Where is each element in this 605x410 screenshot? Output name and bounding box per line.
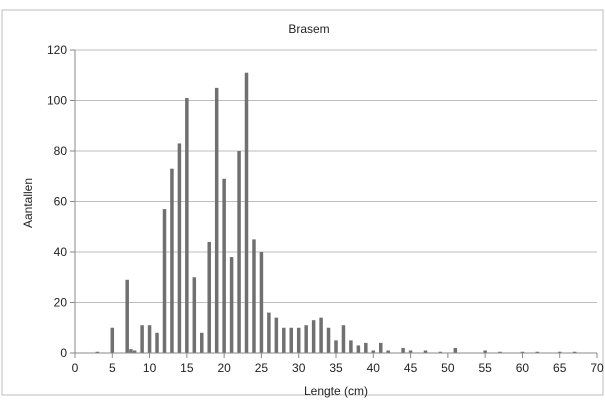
bar <box>259 252 264 353</box>
bar <box>140 325 144 353</box>
chart-border <box>1 9 604 396</box>
bar <box>214 87 219 354</box>
bar <box>155 332 159 353</box>
x-tick-label: 40 <box>367 361 381 375</box>
bar <box>132 350 137 353</box>
bar <box>296 327 301 353</box>
bar <box>378 342 383 353</box>
bar <box>408 350 413 353</box>
x-tick-label: 50 <box>441 361 455 375</box>
bar <box>311 320 316 353</box>
y-tick-label: 20 <box>54 296 68 310</box>
x-tick-label: 15 <box>180 361 194 375</box>
bar <box>192 277 197 353</box>
bar <box>274 317 279 353</box>
bar <box>267 312 271 353</box>
bar <box>386 350 390 353</box>
bar <box>423 350 428 353</box>
bar <box>147 325 152 353</box>
gridlines <box>75 49 597 303</box>
bar <box>282 327 286 353</box>
bar <box>483 350 487 353</box>
bar <box>95 351 100 353</box>
x-tick-label: 70 <box>590 361 604 375</box>
x-tick-label: 25 <box>255 361 269 375</box>
bar <box>222 178 226 353</box>
y-tick-label: 80 <box>54 144 68 158</box>
bar <box>356 345 361 353</box>
bar <box>438 351 443 353</box>
x-tick-label: 60 <box>516 361 530 375</box>
bar <box>401 347 405 353</box>
bar <box>110 327 115 353</box>
y-tick-label: 120 <box>47 43 67 57</box>
bar <box>498 351 502 353</box>
axes <box>70 49 598 358</box>
bar <box>572 351 577 353</box>
bar <box>237 151 241 353</box>
y-tick-label: 60 <box>54 195 68 209</box>
y-tick-label: 40 <box>54 245 68 259</box>
bar <box>453 347 458 353</box>
bar <box>289 327 294 353</box>
bar <box>229 257 234 353</box>
bars <box>95 72 577 354</box>
bar <box>162 209 167 353</box>
bar <box>349 340 353 354</box>
bar <box>326 327 331 353</box>
bar <box>520 351 525 353</box>
bar <box>319 317 323 353</box>
x-tick-label: 10 <box>143 361 157 375</box>
bar <box>129 349 133 353</box>
bar <box>200 332 204 353</box>
x-tick-label: 30 <box>292 361 306 375</box>
x-tick-label: 20 <box>217 361 231 375</box>
x-tick-label: 0 <box>72 361 79 375</box>
bar <box>252 239 256 354</box>
bar <box>177 143 182 353</box>
bar <box>371 350 376 353</box>
bar <box>125 279 129 353</box>
x-tick-labels: 0 5 10 15 20 25 30 35 40 45 50 55 60 65 70 <box>72 361 604 375</box>
y-tick-label: 100 <box>47 94 67 108</box>
y-axis-label: Aantallen <box>21 178 35 228</box>
bar <box>207 241 211 353</box>
bar <box>364 342 368 353</box>
x-axis-label: Lengte (cm) <box>304 384 368 398</box>
x-tick-label: 55 <box>478 361 492 375</box>
x-tick-label: 45 <box>404 361 418 375</box>
y-tick-label: 0 <box>60 346 67 360</box>
x-tick-label: 5 <box>109 361 116 375</box>
bar <box>341 325 346 353</box>
chart-title: Brasem <box>288 22 329 36</box>
x-tick-label: 35 <box>329 361 343 375</box>
y-tick-labels: 0 20 40 60 80 100 120 <box>47 43 67 360</box>
bar <box>185 97 189 353</box>
bar <box>535 351 540 353</box>
x-tick-label: 65 <box>553 361 567 375</box>
bar <box>557 351 562 353</box>
bar <box>334 340 338 354</box>
bar <box>304 325 308 353</box>
bar <box>244 72 249 353</box>
bar <box>170 168 174 353</box>
